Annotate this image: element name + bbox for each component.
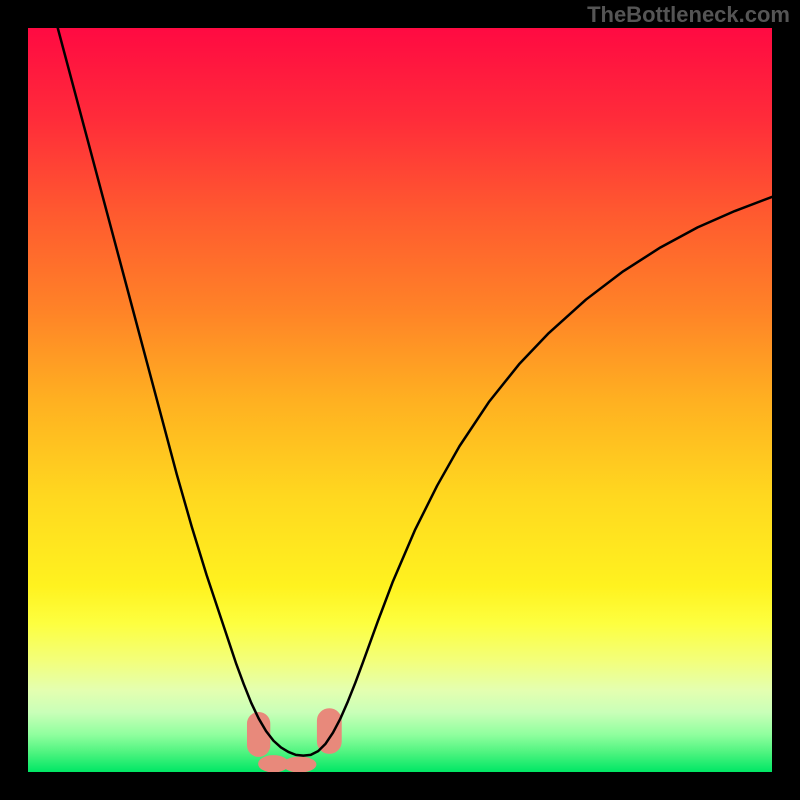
bottleneck-curve [58, 28, 772, 756]
watermark-text: TheBottleneck.com [587, 2, 790, 28]
marker-capsule [283, 757, 316, 772]
plot-area [28, 28, 772, 772]
curve-layer [28, 28, 772, 772]
chart-container: TheBottleneck.com [0, 0, 800, 800]
